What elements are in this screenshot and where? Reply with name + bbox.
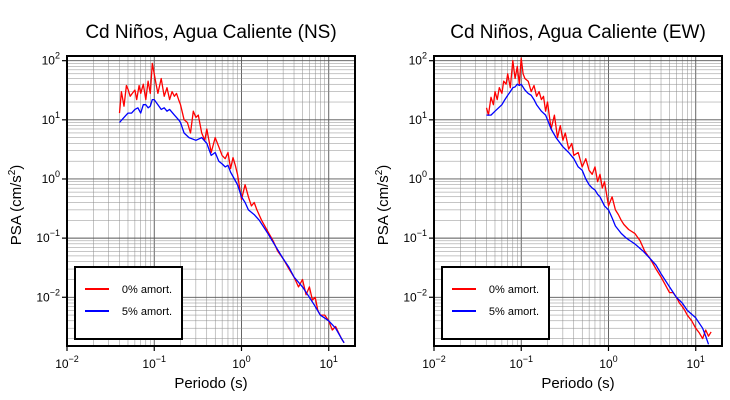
x-tick-base: 10	[320, 357, 334, 371]
x-tick-base: 10	[422, 357, 436, 371]
y-tick-label: 10−1	[36, 228, 60, 245]
y-tick-label: 10−2	[403, 287, 427, 304]
y-tick-label: 102	[409, 51, 427, 68]
y-tick-exponent: 0	[422, 169, 427, 179]
chart-title: Cd Niños, Agua Caliente (NS)	[85, 22, 336, 43]
x-tick-exponent: −1	[156, 354, 166, 364]
x-tick-base: 10	[232, 357, 246, 371]
x-tick-exponent: −1	[523, 354, 533, 364]
legend-label-damping-0: 0% amort.	[122, 284, 172, 296]
y-axis-label-suffix: )	[375, 165, 392, 170]
y-axis-label-sup: 2	[7, 169, 18, 175]
y-axis-label-sup: 2	[374, 169, 385, 175]
x-tick-label: 10−2	[55, 354, 79, 371]
y-tick-base: 10	[42, 113, 56, 127]
x-tick-exponent: 1	[700, 354, 705, 364]
y-tick-base: 10	[42, 172, 56, 186]
series-group	[485, 57, 712, 345]
plot-frame	[66, 55, 356, 347]
x-tick-label: 10−1	[509, 354, 533, 371]
plot-frame	[433, 55, 723, 347]
y-tick-label: 100	[409, 169, 427, 186]
legend-label-damping-5: 5% amort.	[489, 306, 539, 318]
y-tick-label: 10−1	[403, 228, 427, 245]
y-tick-base: 10	[403, 290, 417, 304]
y-tick-exponent: −1	[417, 228, 427, 238]
y-axis-label-prefix: PSA (cm/s	[375, 175, 392, 245]
legend-box	[74, 266, 183, 340]
legend-label-damping-5: 5% amort.	[122, 306, 172, 318]
y-tick-exponent: −1	[50, 228, 60, 238]
y-tick-label: 100	[42, 169, 60, 186]
x-tick-base: 10	[599, 357, 613, 371]
y-axis-label: PSA (cm/s2)	[374, 165, 392, 246]
x-tick-label: 10−2	[422, 354, 446, 371]
chart-panel-ew: Cd Niños, Agua Caliente (EW) Periodo (s)…	[374, 22, 723, 392]
x-tick-label: 100	[232, 354, 250, 371]
x-axis-label: Periodo (s)	[541, 375, 614, 392]
x-tick-label: 100	[599, 354, 617, 371]
tick-marks	[429, 60, 697, 351]
x-axis-label: Periodo (s)	[174, 375, 247, 392]
y-tick-label: 101	[42, 110, 60, 127]
y-tick-exponent: 2	[55, 51, 60, 61]
x-tick-exponent: 0	[613, 354, 618, 364]
x-tick-exponent: −2	[69, 354, 79, 364]
series-line-damping-0	[485, 57, 712, 340]
chart-panel-ns: Cd Niños, Agua Caliente (NS) Periodo (s)…	[7, 22, 356, 392]
y-tick-exponent: −2	[50, 287, 60, 297]
x-tick-label: 101	[320, 354, 338, 371]
y-tick-base: 10	[36, 231, 50, 245]
x-tick-base: 10	[509, 357, 523, 371]
x-tick-label: 10−1	[142, 354, 166, 371]
y-tick-exponent: 1	[422, 110, 427, 120]
y-tick-exponent: −2	[417, 287, 427, 297]
y-axis-label-prefix: PSA (cm/s	[8, 175, 25, 245]
x-tick-base: 10	[687, 357, 701, 371]
legend: 0% amort. 5% amort.	[441, 266, 550, 340]
y-tick-label: 101	[409, 110, 427, 127]
legend: 0% amort. 5% amort.	[74, 266, 183, 340]
x-tick-base: 10	[142, 357, 156, 371]
y-tick-label: 102	[42, 51, 60, 68]
y-tick-base: 10	[409, 113, 423, 127]
x-tick-label: 101	[687, 354, 705, 371]
y-tick-exponent: 1	[55, 110, 60, 120]
y-tick-exponent: 0	[55, 169, 60, 179]
chart-title: Cd Niños, Agua Caliente (EW)	[450, 22, 706, 43]
y-tick-label: 10−2	[36, 287, 60, 304]
series-line-damping-5	[119, 98, 345, 344]
tick-marks	[62, 60, 330, 351]
y-tick-base: 10	[403, 231, 417, 245]
y-tick-base: 10	[409, 172, 423, 186]
x-tick-exponent: 0	[246, 354, 251, 364]
legend-label-damping-0: 0% amort.	[489, 284, 539, 296]
x-tick-base: 10	[55, 357, 69, 371]
y-tick-exponent: 2	[422, 51, 427, 61]
y-tick-base: 10	[409, 54, 423, 68]
y-axis-label-suffix: )	[8, 165, 25, 170]
series-group	[118, 62, 345, 344]
x-tick-exponent: 1	[333, 354, 338, 364]
x-tick-exponent: −2	[436, 354, 446, 364]
y-axis-label: PSA (cm/s2)	[7, 165, 25, 246]
legend-box	[441, 266, 550, 340]
series-line-damping-5	[486, 83, 710, 345]
y-tick-base: 10	[36, 290, 50, 304]
y-tick-base: 10	[42, 54, 56, 68]
